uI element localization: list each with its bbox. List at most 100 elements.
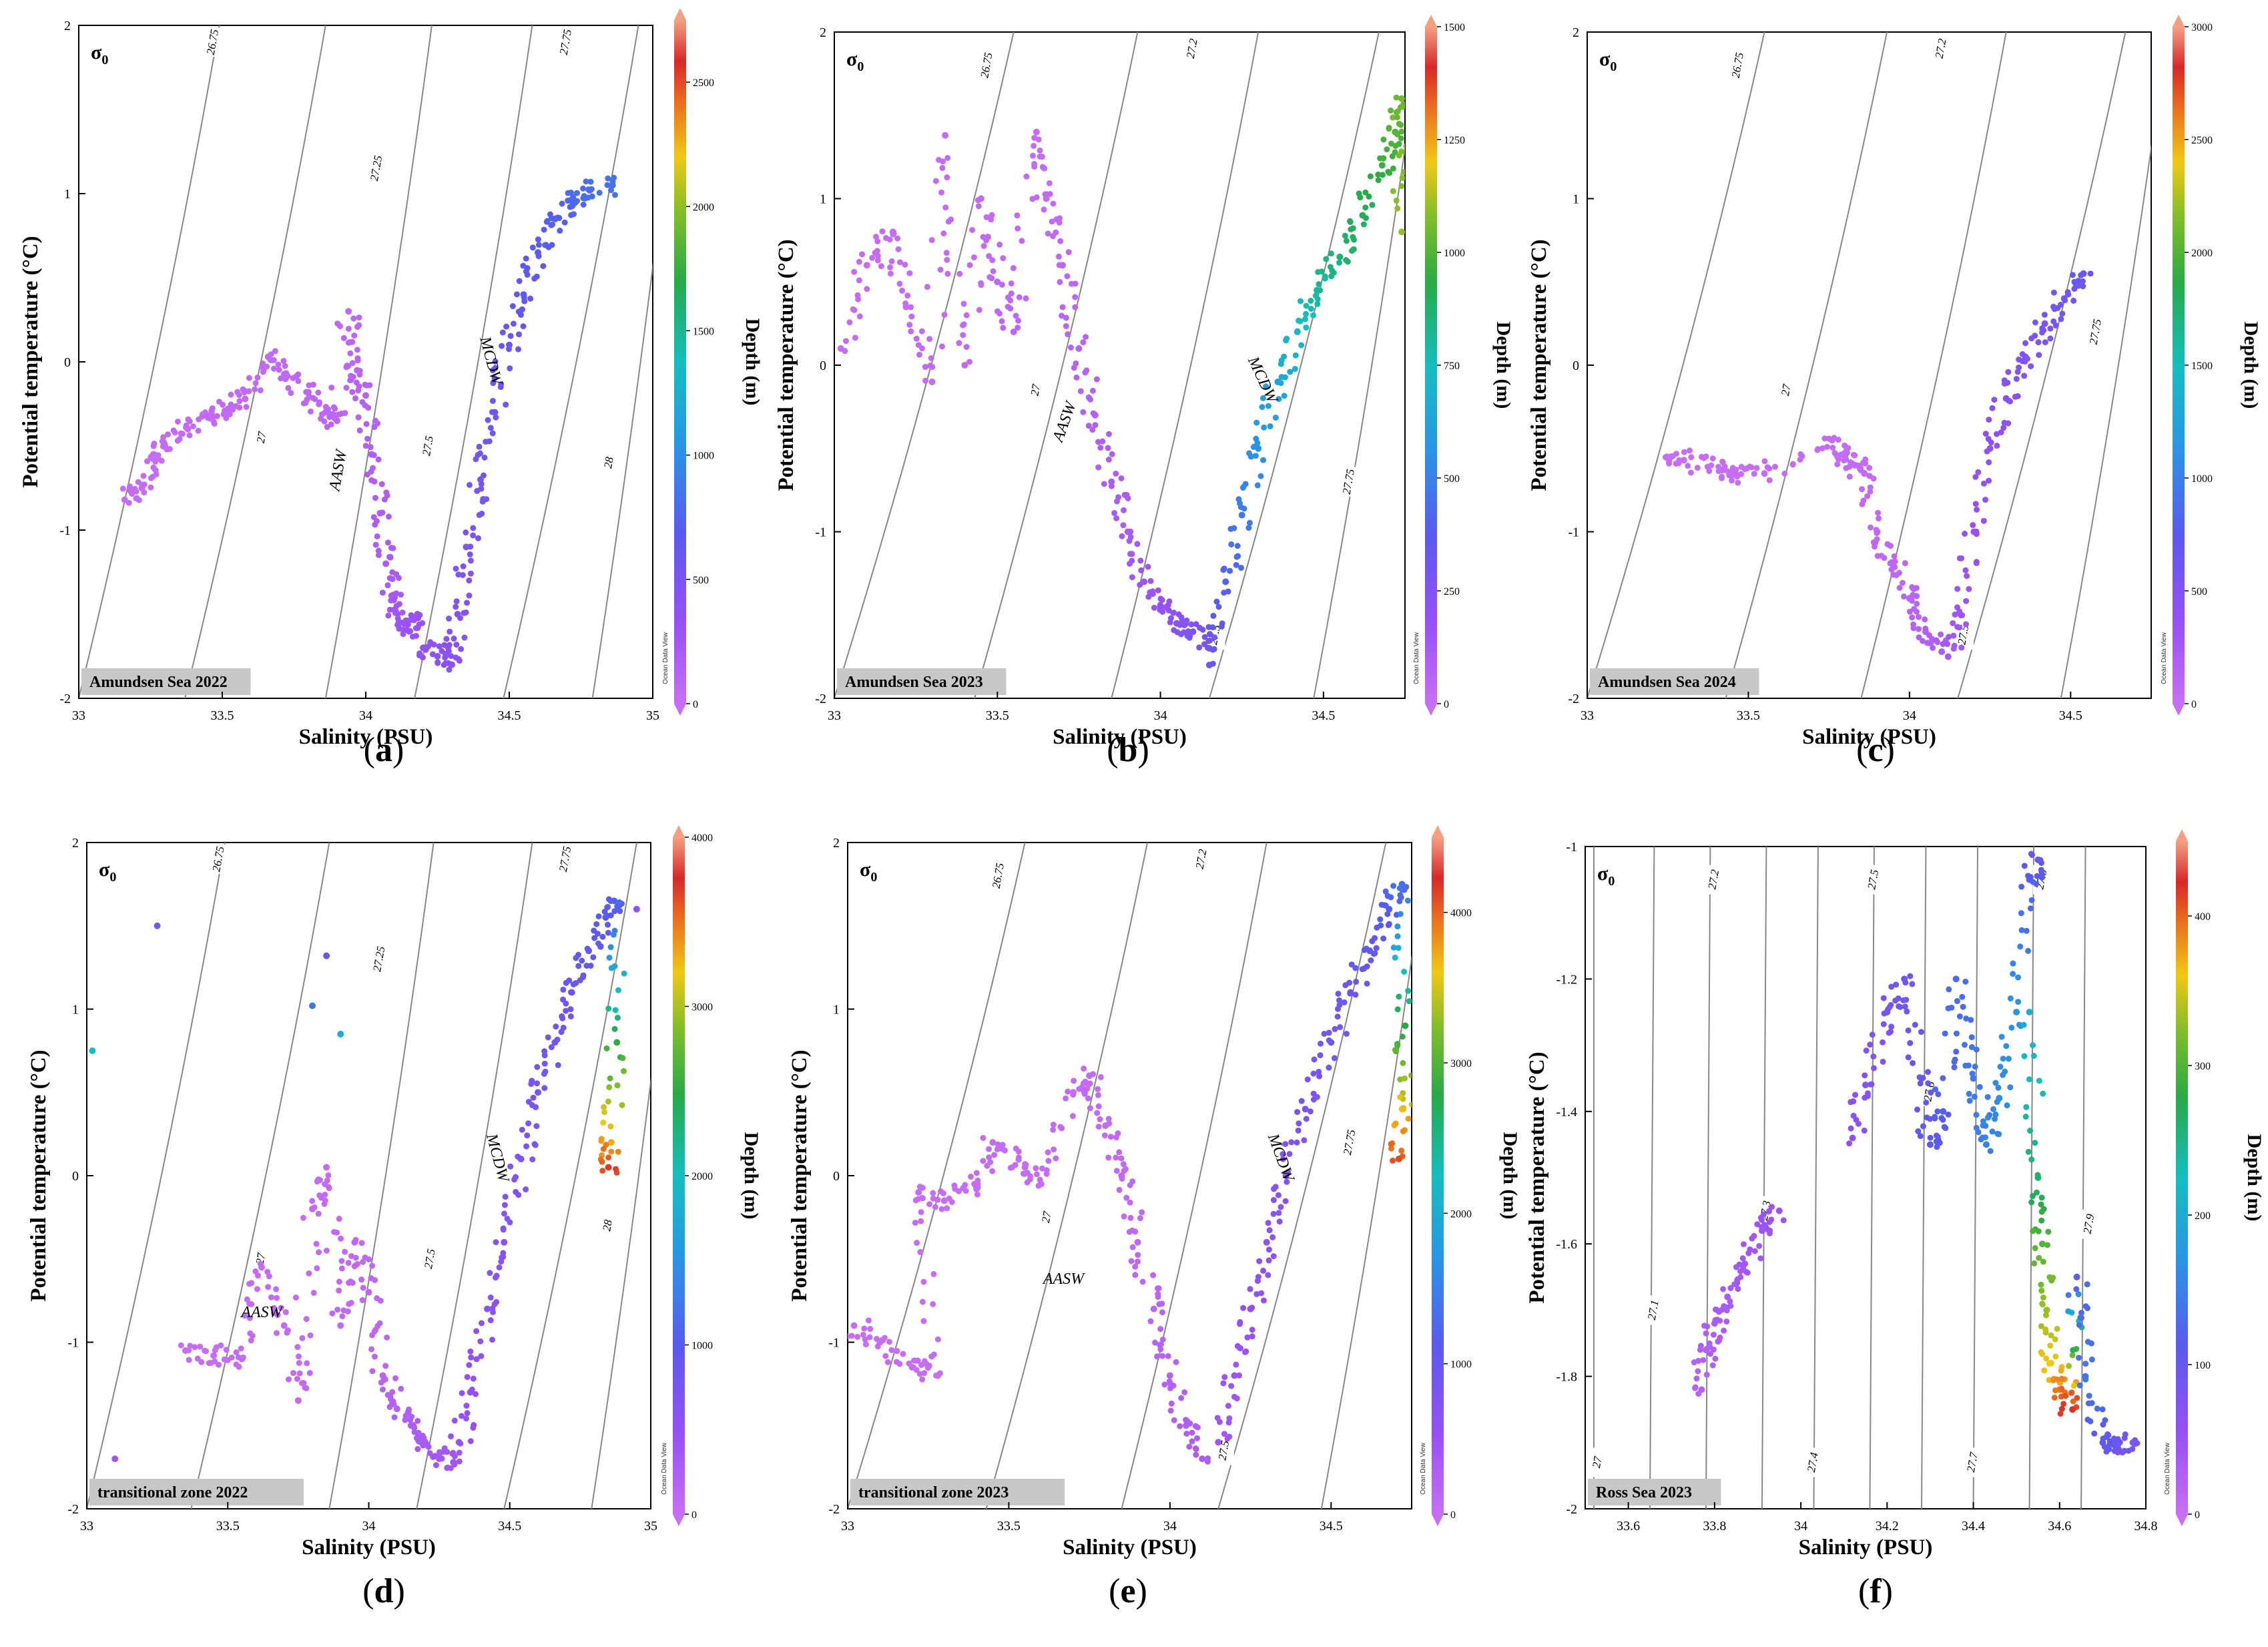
data-point xyxy=(1375,177,1382,184)
data-point xyxy=(1914,600,1920,607)
data-point xyxy=(1918,1029,1924,1035)
y-tick-label: 0 xyxy=(833,1169,840,1184)
data-point xyxy=(1064,273,1071,280)
data-point xyxy=(1072,294,1079,300)
data-point xyxy=(607,1075,613,1082)
data-point xyxy=(940,230,947,237)
data-point xyxy=(1704,1323,1711,1330)
data-point xyxy=(1123,1194,1130,1201)
data-point xyxy=(133,495,139,502)
data-point xyxy=(1059,262,1066,269)
data-point xyxy=(307,1332,314,1339)
data-point xyxy=(1275,1192,1282,1198)
data-point xyxy=(1249,1327,1255,1333)
data-point xyxy=(1303,324,1310,331)
data-point xyxy=(1241,505,1247,512)
isopycnal-line xyxy=(591,262,653,698)
data-point xyxy=(347,350,354,357)
data-point xyxy=(487,1317,494,1324)
data-point xyxy=(946,1195,952,1202)
data-point xyxy=(1267,423,1273,430)
data-point xyxy=(1331,1055,1338,1062)
data-point xyxy=(583,963,590,969)
data-point xyxy=(886,236,893,243)
data-point xyxy=(2073,1273,2080,1280)
x-tick-label: 33 xyxy=(80,1519,93,1534)
data-point xyxy=(1237,1345,1243,1351)
data-point xyxy=(338,1258,345,1264)
data-point xyxy=(89,1047,96,1054)
data-point xyxy=(1850,1112,1857,1119)
data-point xyxy=(1685,463,1691,469)
data-point xyxy=(1357,194,1364,201)
data-point xyxy=(1244,1334,1251,1341)
data-point xyxy=(571,211,577,218)
data-point xyxy=(960,322,966,328)
data-point xyxy=(384,539,391,546)
data-point xyxy=(516,278,523,284)
plot-frame xyxy=(834,31,1406,699)
data-point xyxy=(1390,883,1397,889)
isopycnal-label-bg xyxy=(1183,33,1203,63)
data-point xyxy=(299,1335,306,1341)
data-point xyxy=(1862,1072,1868,1079)
data-point xyxy=(1134,1238,1141,1246)
data-point xyxy=(119,485,126,492)
data-point xyxy=(1720,1286,1727,1292)
data-point xyxy=(2043,1307,2050,1314)
data-point xyxy=(605,175,611,182)
data-point xyxy=(1173,620,1180,627)
data-point xyxy=(213,1344,220,1351)
isopycnal-label: 27.5 xyxy=(420,435,436,457)
data-point xyxy=(1758,1227,1765,1234)
data-point xyxy=(1196,644,1203,651)
data-point xyxy=(894,1348,900,1355)
data-point xyxy=(392,610,399,616)
data-point xyxy=(2050,318,2057,324)
data-point xyxy=(1155,1293,1161,1300)
data-point xyxy=(519,1126,525,1133)
data-point xyxy=(467,1348,474,1355)
data-point xyxy=(393,590,400,597)
data-point xyxy=(375,551,382,558)
data-point xyxy=(1881,1010,1888,1017)
data-point xyxy=(1953,1030,1960,1037)
data-point xyxy=(1953,1048,1960,1055)
data-point xyxy=(1897,1003,1904,1010)
data-point xyxy=(609,182,616,189)
data-point xyxy=(346,1279,352,1286)
data-point xyxy=(1388,1141,1394,1148)
isopycnal-line xyxy=(503,25,639,698)
data-point xyxy=(1101,1132,1108,1139)
data-point xyxy=(241,389,248,396)
colorbar-top-arrow xyxy=(2176,829,2188,841)
colorbar-tick-label: 1000 xyxy=(2191,473,2213,485)
data-point xyxy=(1031,134,1038,141)
data-point xyxy=(485,417,491,423)
data-point xyxy=(584,945,591,952)
data-point xyxy=(932,1204,938,1210)
data-point xyxy=(1085,1095,1091,1102)
data-point xyxy=(2035,339,2042,346)
data-point xyxy=(1253,419,1260,426)
isopycnal-line xyxy=(1869,847,1875,1509)
data-point xyxy=(1715,463,1722,470)
data-point xyxy=(595,913,602,920)
data-point xyxy=(1037,1180,1045,1188)
data-point xyxy=(899,287,906,294)
data-point xyxy=(165,431,172,438)
data-point xyxy=(491,375,498,382)
data-point xyxy=(527,295,534,302)
data-point xyxy=(228,1354,235,1361)
data-point xyxy=(1359,966,1366,973)
y-tick-label: 1 xyxy=(64,187,71,202)
data-point xyxy=(453,604,459,610)
data-point xyxy=(1998,1033,2005,1040)
data-point xyxy=(1922,626,1929,632)
data-point xyxy=(2000,1072,2006,1078)
data-point xyxy=(1134,541,1141,547)
